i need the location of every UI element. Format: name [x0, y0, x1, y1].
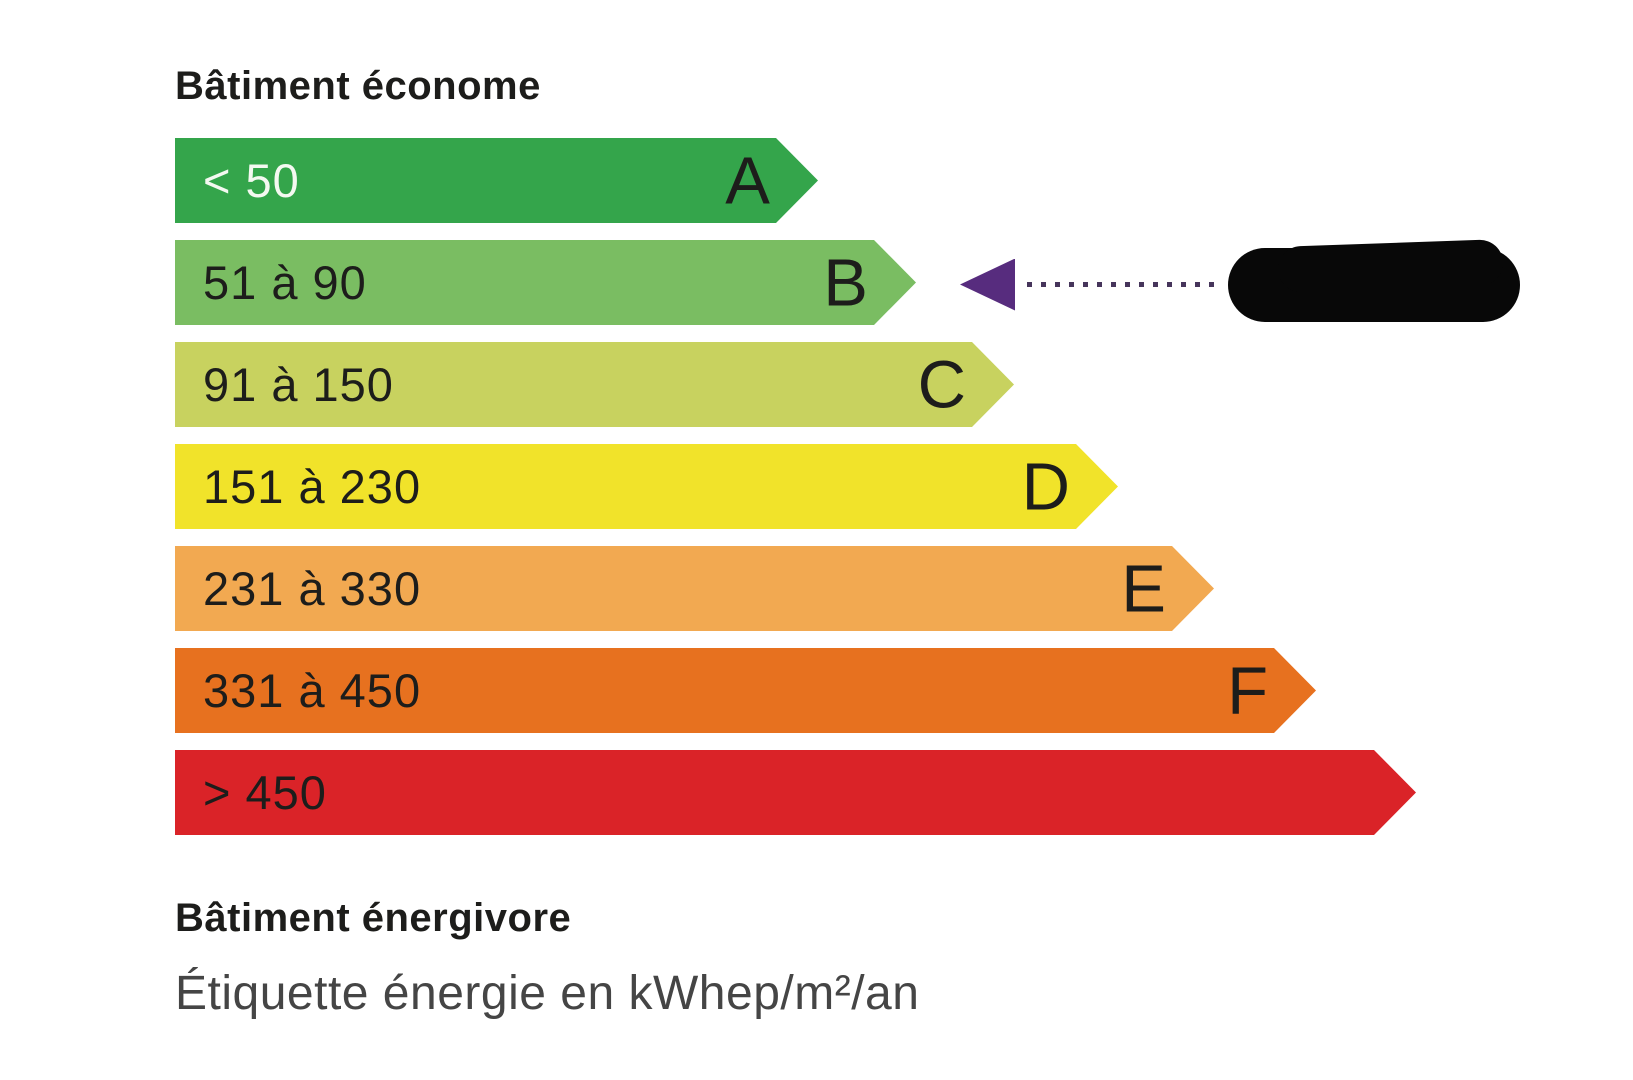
energy-class-letter: F	[1227, 653, 1268, 728]
energy-range-label: 91 à 150	[203, 358, 394, 411]
energy-range-label: 51 à 90	[203, 256, 367, 309]
energy-class-letter: C	[917, 347, 966, 422]
energy-class-bar-a: < 50 A	[175, 138, 818, 223]
energy-class-letter: A	[725, 143, 770, 218]
energy-range-label: < 50	[203, 154, 300, 207]
energy-class-letter: E	[1121, 551, 1166, 626]
indicator-dotted-line	[1027, 281, 1223, 287]
energy-class-bar-d: 151 à 230 D	[175, 444, 1118, 529]
energy-class-bar-f: 331 à 450 F	[175, 648, 1316, 733]
energy-class-bar-b: 51 à 90 B	[175, 240, 916, 325]
energy-range-label: > 450	[203, 766, 327, 819]
energy-class-bar-g: > 450	[175, 750, 1416, 835]
energy-label-caption: Étiquette énergie en kWhep/m²/an	[175, 967, 920, 1020]
energy-range-label: 151 à 230	[203, 460, 422, 513]
energy-class-letter: B	[823, 245, 868, 320]
energy-class-letter: D	[1021, 449, 1070, 524]
energy-class-bar-c: 91 à 150 C	[175, 342, 1014, 427]
energy-range-label: 331 à 450	[203, 664, 422, 717]
redacted-value-blob-edge	[1277, 238, 1504, 293]
energy-class-bars: < 50 A 51 à 90 B 91 à 150 C 151 à 230 D 231 à 33…	[175, 138, 1416, 852]
energy-class-bar-e: 231 à 330 E	[175, 546, 1214, 631]
energy-range-label: 231 à 330	[203, 562, 422, 615]
energy-intensive-building-label: Bâtiment énergivore	[175, 896, 572, 940]
economical-building-label: Bâtiment économe	[175, 64, 541, 108]
